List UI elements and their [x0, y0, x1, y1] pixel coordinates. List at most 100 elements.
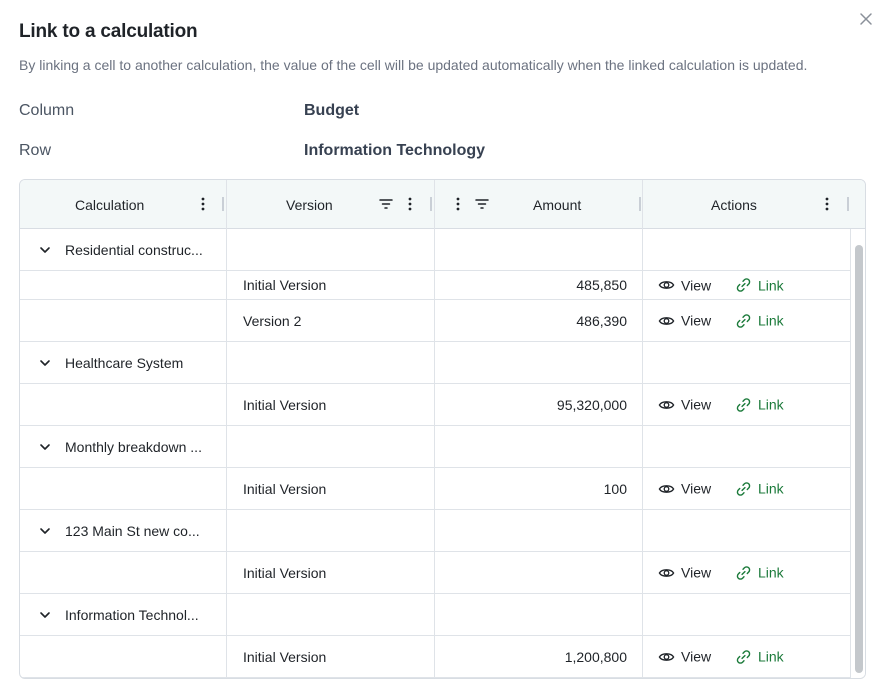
link-label: Link	[758, 564, 784, 581]
header-calculation-label: Calculation	[75, 197, 145, 213]
header-amount[interactable]: Amount	[434, 180, 642, 228]
header-amount-label: Amount	[533, 197, 582, 213]
column-label: Column	[19, 102, 75, 119]
column-menu-icon[interactable]	[195, 196, 211, 212]
eye-icon	[658, 564, 675, 581]
calculation-name: Information Technol...	[65, 606, 199, 623]
chevron-down-icon[interactable]	[38, 524, 52, 538]
group-row: Healthcare System	[20, 342, 850, 384]
view-button[interactable]: View	[658, 312, 711, 329]
version-row: Initial Version 100 View Link	[20, 468, 850, 510]
column-resize-handle[interactable]	[430, 197, 432, 211]
chevron-down-icon[interactable]	[38, 608, 52, 622]
grid-header: Calculation Version	[20, 180, 865, 229]
view-label: View	[681, 312, 712, 329]
link-button[interactable]: Link	[735, 480, 784, 497]
chevron-down-icon[interactable]	[38, 440, 52, 454]
column-menu-icon[interactable]	[450, 196, 466, 212]
link-icon	[735, 396, 752, 413]
filter-icon[interactable]	[474, 196, 490, 212]
filter-icon[interactable]	[378, 196, 394, 212]
amount-value: 486,390	[576, 312, 627, 329]
view-button[interactable]: View	[658, 648, 711, 665]
group-row: Information Technol...	[20, 594, 850, 636]
calculations-grid: Calculation Version	[19, 179, 866, 679]
row-value: Information Technology	[304, 142, 486, 159]
amount-value: 95,320,000	[556, 396, 627, 413]
group-row: Residential construc...	[20, 229, 850, 271]
column-resize-handle[interactable]	[222, 197, 224, 211]
column-divider	[434, 180, 435, 678]
amount-value: 1,200,800	[564, 648, 627, 665]
link-icon	[735, 648, 752, 665]
group-row: Monthly breakdown ...	[20, 426, 850, 468]
link-button[interactable]: Link	[735, 277, 784, 294]
link-label: Link	[758, 648, 784, 665]
version-row: Initial Version 1,200,800 View Link	[20, 636, 850, 678]
link-icon	[735, 480, 752, 497]
calculation-name: Residential construc...	[65, 241, 203, 258]
column-menu-icon[interactable]	[819, 196, 835, 212]
header-actions[interactable]: Actions	[642, 180, 850, 228]
calculation-name: Healthcare System	[65, 354, 184, 371]
version-name: Initial Version	[243, 396, 327, 413]
view-label: View	[681, 648, 712, 665]
vertical-scrollbar[interactable]	[850, 229, 865, 678]
link-button[interactable]: Link	[735, 312, 784, 329]
view-button[interactable]: View	[658, 564, 711, 581]
link-label: Link	[758, 480, 784, 497]
header-version[interactable]: Version	[226, 180, 434, 228]
view-label: View	[681, 564, 712, 581]
version-row: Initial Version 95,320,000 View Link	[20, 384, 850, 426]
version-name: Initial Version	[243, 648, 327, 665]
scrollbar-thumb[interactable]	[855, 245, 863, 673]
link-label: Link	[758, 312, 784, 329]
chevron-down-icon[interactable]	[38, 243, 52, 257]
link-label: Link	[758, 277, 784, 293]
link-icon	[735, 312, 752, 329]
close-icon[interactable]	[857, 10, 875, 28]
link-label: Link	[758, 396, 784, 413]
version-name: Version 2	[243, 312, 302, 329]
link-button[interactable]: Link	[735, 564, 784, 581]
group-row: 123 Main St new co...	[20, 510, 850, 552]
view-button[interactable]: View	[658, 396, 711, 413]
version-name: Initial Version	[243, 480, 327, 497]
link-button[interactable]: Link	[735, 396, 784, 413]
grid-body: Residential construc... Initial Version 48…	[20, 229, 850, 678]
column-divider	[642, 180, 643, 678]
dialog-title: Link to a calculation	[19, 21, 198, 42]
view-label: View	[681, 396, 712, 413]
version-row: Initial Version 485,850 View Link	[20, 271, 850, 300]
view-button[interactable]: View	[658, 277, 711, 294]
header-actions-label: Actions	[711, 197, 757, 213]
version-row: Initial Version View Link	[20, 552, 850, 594]
amount-value: 485,850	[576, 277, 627, 293]
column-resize-handle[interactable]	[639, 197, 641, 211]
dialog-subtitle: By linking a cell to another calculation…	[19, 57, 808, 73]
link-icon	[735, 277, 752, 294]
view-button[interactable]: View	[658, 480, 711, 497]
header-calculation[interactable]: Calculation	[20, 180, 226, 228]
link-icon	[735, 564, 752, 581]
eye-icon	[658, 396, 675, 413]
column-divider	[226, 180, 227, 678]
column-value: Budget	[304, 102, 360, 119]
version-row: Version 2 486,390 View Link	[20, 300, 850, 342]
view-label: View	[681, 277, 712, 293]
eye-icon	[658, 312, 675, 329]
row-label: Row	[19, 142, 52, 159]
eye-icon	[658, 648, 675, 665]
chevron-down-icon[interactable]	[38, 356, 52, 370]
view-label: View	[681, 480, 712, 497]
column-resize-handle[interactable]	[847, 197, 849, 211]
calculation-name: Monthly breakdown ...	[65, 438, 202, 455]
column-menu-icon[interactable]	[402, 196, 418, 212]
eye-icon	[658, 480, 675, 497]
amount-value: 100	[603, 480, 627, 497]
link-button[interactable]: Link	[735, 648, 784, 665]
eye-icon	[658, 277, 675, 294]
calculation-name: 123 Main St new co...	[65, 522, 200, 539]
version-name: Initial Version	[243, 277, 327, 293]
